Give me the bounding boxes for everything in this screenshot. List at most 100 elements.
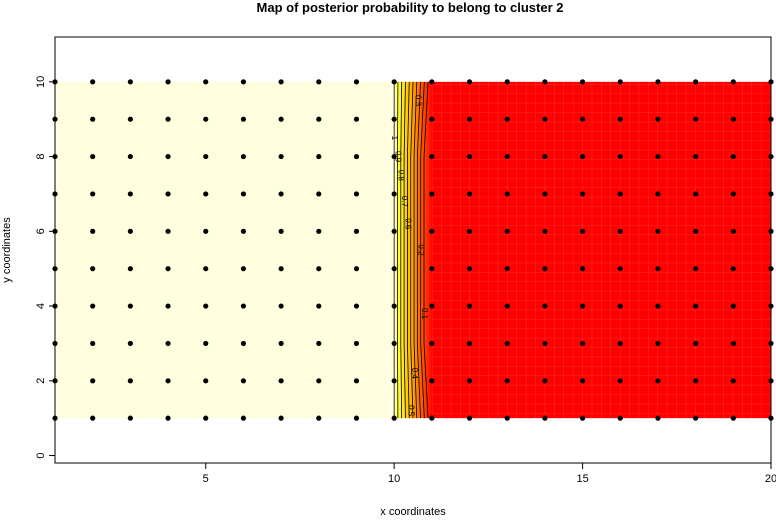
data-point bbox=[354, 303, 359, 308]
data-point bbox=[392, 154, 397, 159]
data-point bbox=[90, 266, 95, 271]
data-point bbox=[165, 303, 170, 308]
heatmap-cell bbox=[130, 82, 168, 418]
data-point bbox=[693, 303, 698, 308]
data-point bbox=[429, 378, 434, 383]
heatmap-cell bbox=[206, 82, 244, 418]
data-point bbox=[128, 378, 133, 383]
data-point bbox=[467, 154, 472, 159]
data-point bbox=[241, 79, 246, 84]
data-point bbox=[354, 229, 359, 234]
data-point bbox=[655, 416, 660, 421]
data-point bbox=[505, 341, 510, 346]
heatmap-cell bbox=[432, 82, 470, 418]
data-point bbox=[429, 191, 434, 196]
data-point bbox=[241, 303, 246, 308]
contour-label: 0.4 bbox=[410, 368, 419, 380]
data-point bbox=[279, 303, 284, 308]
data-point bbox=[429, 303, 434, 308]
data-point bbox=[655, 117, 660, 122]
data-point bbox=[505, 378, 510, 383]
data-point bbox=[429, 266, 434, 271]
data-point bbox=[203, 79, 208, 84]
data-point bbox=[279, 378, 284, 383]
heatmap-cell bbox=[583, 82, 621, 418]
data-point bbox=[392, 79, 397, 84]
data-point bbox=[203, 303, 208, 308]
data-point bbox=[580, 229, 585, 234]
data-point bbox=[580, 79, 585, 84]
heatmap-cell bbox=[281, 82, 319, 418]
contour-label: 0.5 bbox=[407, 405, 416, 417]
data-point bbox=[731, 266, 736, 271]
y-tick-label: 2 bbox=[35, 378, 47, 384]
data-point bbox=[316, 341, 321, 346]
data-point bbox=[203, 416, 208, 421]
data-point bbox=[165, 117, 170, 122]
data-point bbox=[354, 266, 359, 271]
data-point bbox=[731, 79, 736, 84]
heatmap-cell bbox=[319, 82, 357, 418]
data-point bbox=[693, 266, 698, 271]
data-point bbox=[241, 341, 246, 346]
data-point bbox=[203, 378, 208, 383]
data-point bbox=[241, 266, 246, 271]
data-point bbox=[203, 229, 208, 234]
data-point bbox=[90, 378, 95, 383]
data-point bbox=[655, 229, 660, 234]
data-point bbox=[542, 303, 547, 308]
data-point bbox=[655, 191, 660, 196]
data-point bbox=[354, 154, 359, 159]
heatmap-cell bbox=[620, 82, 658, 418]
data-point bbox=[392, 341, 397, 346]
data-point bbox=[580, 341, 585, 346]
data-point bbox=[392, 416, 397, 421]
data-point bbox=[279, 79, 284, 84]
data-point bbox=[655, 378, 660, 383]
data-point bbox=[731, 117, 736, 122]
data-point bbox=[618, 341, 623, 346]
data-point bbox=[128, 341, 133, 346]
contour-label: 0.3 bbox=[413, 95, 422, 107]
data-point bbox=[467, 266, 472, 271]
data-point bbox=[429, 229, 434, 234]
heatmap-cell bbox=[507, 82, 545, 418]
data-point bbox=[279, 117, 284, 122]
data-point bbox=[731, 416, 736, 421]
contour-label: 0.1 bbox=[420, 308, 429, 320]
data-point bbox=[731, 341, 736, 346]
data-point bbox=[90, 117, 95, 122]
data-point bbox=[392, 303, 397, 308]
data-point bbox=[693, 79, 698, 84]
data-point bbox=[90, 303, 95, 308]
y-axis-label: y coordinates bbox=[1, 217, 13, 283]
data-point bbox=[279, 229, 284, 234]
data-point bbox=[505, 303, 510, 308]
data-point bbox=[655, 303, 660, 308]
data-point bbox=[203, 191, 208, 196]
data-point bbox=[316, 378, 321, 383]
data-point bbox=[392, 229, 397, 234]
data-point bbox=[542, 191, 547, 196]
y-tick-label: 0 bbox=[35, 452, 47, 458]
data-point bbox=[241, 416, 246, 421]
data-point bbox=[316, 191, 321, 196]
x-axis-label: x coordinates bbox=[380, 506, 446, 518]
x-tick-label: 5 bbox=[203, 473, 209, 485]
y-tick-label: 10 bbox=[35, 76, 47, 88]
heatmap-cell bbox=[168, 82, 206, 418]
data-point bbox=[467, 191, 472, 196]
data-point bbox=[203, 154, 208, 159]
data-point bbox=[505, 229, 510, 234]
data-point bbox=[618, 79, 623, 84]
data-point bbox=[429, 154, 434, 159]
data-point bbox=[316, 266, 321, 271]
heatmap-cell bbox=[55, 82, 93, 418]
data-point bbox=[165, 191, 170, 196]
data-point bbox=[128, 117, 133, 122]
data-point bbox=[693, 378, 698, 383]
data-point bbox=[731, 154, 736, 159]
y-tick-label: 8 bbox=[35, 154, 47, 160]
data-point bbox=[467, 229, 472, 234]
data-point bbox=[542, 154, 547, 159]
